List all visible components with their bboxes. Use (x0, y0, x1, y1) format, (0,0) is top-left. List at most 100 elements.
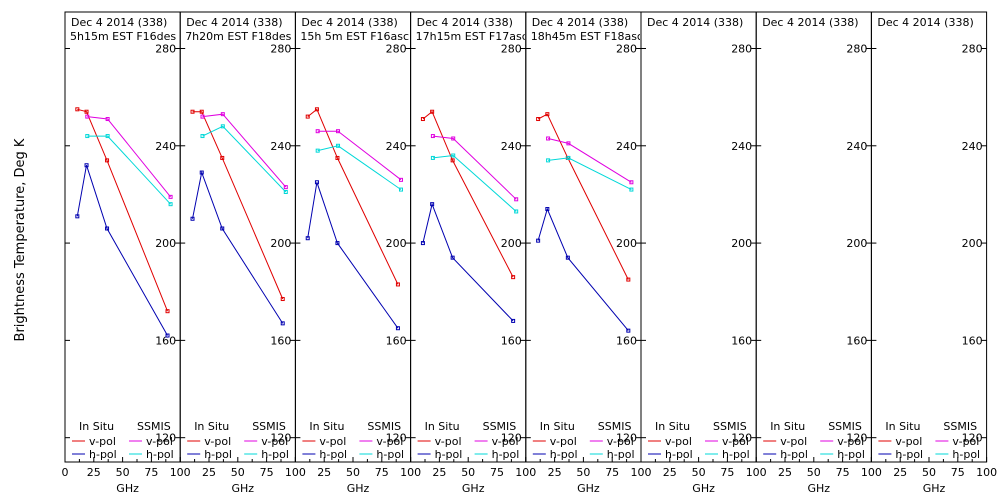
data-point (545, 207, 550, 212)
series-line (76, 165, 168, 336)
legend-label: v-pol (204, 435, 231, 448)
x-axis-label: GHz (808, 482, 831, 495)
series-line (307, 182, 399, 329)
data-point (85, 114, 90, 119)
y-tick-label: 160 (731, 334, 752, 347)
y-tick-label: 160 (846, 334, 867, 347)
y-tick-label: 240 (501, 140, 522, 153)
data-point (566, 141, 571, 146)
legend-label: h-pol (607, 448, 635, 461)
legend-label: v-pol (492, 435, 519, 448)
y-tick-label: 280 (962, 42, 983, 55)
data-point (190, 216, 195, 221)
y-tick-label: 280 (270, 42, 291, 55)
y-tick-label: 120 (731, 432, 752, 445)
data-point (626, 328, 631, 333)
panel-title-group: Dec 4 2014 (338) (647, 16, 743, 29)
data-point (430, 134, 435, 139)
y-tick-label: 160 (962, 334, 983, 347)
panel-title-group: Dec 4 2014 (338) (71, 16, 167, 29)
data-point (335, 241, 340, 246)
panel-3: Dec 4 2014 (338)15h 5m EST F16asc 120 160 2… (294, 11, 421, 495)
y-tick-label: 160 (386, 334, 407, 347)
legend-label: h-pol (665, 448, 693, 461)
data-point (220, 155, 225, 160)
x-tick-label: 100 (285, 466, 306, 479)
panel-title: Dec 4 2014 (338) (647, 16, 743, 29)
x-axis-label: GHz (692, 482, 715, 495)
panel-8: Dec 4 2014 (338) 120 160 200 240 280 25 50 75 100… (870, 11, 997, 495)
series-line (537, 113, 629, 280)
x-tick-label: 50 (461, 466, 475, 479)
x-tick-label: 25 (87, 466, 101, 479)
panel-7: Dec 4 2014 (338) 120 160 200 240 280 25 50 75 100… (755, 11, 882, 495)
data-point (336, 129, 341, 134)
legend-label: v-pol (607, 435, 634, 448)
data-point (75, 107, 80, 112)
data-point (420, 117, 425, 122)
y-tick-label: 120 (616, 432, 637, 445)
x-tick-label: 50 (231, 466, 245, 479)
data-point (200, 114, 205, 119)
legend-label: v-pol (550, 435, 577, 448)
series-line (202, 113, 287, 188)
x-tick-label: 100 (170, 466, 191, 479)
data-point (314, 180, 319, 185)
data-point (84, 109, 89, 114)
data-point (514, 197, 519, 202)
y-tick-label: 200 (846, 237, 867, 250)
x-tick-label: 75 (951, 466, 965, 479)
series-line (192, 170, 284, 324)
panel-title-group: Dec 4 2014 (338) (186, 16, 282, 29)
x-tick-label: 75 (260, 466, 274, 479)
x-tick-label: 100 (746, 466, 767, 479)
y-tick-label: 280 (846, 42, 867, 55)
panel-subtitle: 17h15m EST F17asc (416, 30, 528, 43)
panel-1: Dec 4 2014 (338)5h15m EST F16des 120 160 20… (62, 11, 191, 495)
data-point (199, 170, 204, 175)
y-tick-label: 160 (155, 334, 176, 347)
x-tick-label: 25 (548, 466, 562, 479)
legend-label: v-pol (319, 435, 346, 448)
x-tick-label: 100 (400, 466, 421, 479)
y-tick-label: 240 (386, 140, 407, 153)
legend-label: h-pol (319, 448, 347, 461)
legend-label: h-pol (780, 448, 808, 461)
x-tick-label: 0 (62, 466, 69, 479)
data-point (629, 187, 634, 192)
series-line (432, 154, 517, 212)
y-tick-label: 280 (616, 42, 637, 55)
data-point (315, 129, 320, 134)
y-tick-label: 120 (386, 432, 407, 445)
panel-4: Dec 4 2014 (338)17h15m EST F17asc 120 160 2… (410, 11, 536, 495)
y-tick-label: 120 (962, 432, 983, 445)
data-point (199, 109, 204, 114)
data-point (565, 255, 570, 260)
x-axis-label: GHz (232, 482, 255, 495)
y-tick-label: 160 (501, 334, 522, 347)
legend-ssmis-header: SSMIS (713, 420, 747, 433)
y-tick-label: 120 (155, 432, 176, 445)
data-point (105, 226, 110, 231)
x-axis-label: GHz (923, 482, 946, 495)
data-point (451, 136, 456, 141)
data-point (430, 202, 435, 207)
data-point (314, 107, 319, 112)
series-line (87, 116, 171, 198)
legend-label: v-pol (146, 435, 173, 448)
y-tick-label: 200 (386, 237, 407, 250)
panel-title: Dec 4 2014 (338) (417, 16, 513, 29)
y-tick-label: 240 (731, 140, 752, 153)
data-point (536, 117, 541, 122)
series-line (77, 108, 168, 312)
y-tick-label: 240 (962, 140, 983, 153)
series-line (307, 108, 399, 285)
legend-insitu-header: In Situ (885, 420, 920, 433)
y-tick-label: 280 (501, 42, 522, 55)
data-point (450, 255, 455, 260)
x-tick-label: 50 (692, 466, 706, 479)
y-tick-label: 160 (616, 334, 637, 347)
data-point (165, 309, 170, 314)
panel-5: Dec 4 2014 (338)18h45m EST F18asc 120 160 2… (525, 11, 652, 495)
x-tick-label: 75 (605, 466, 619, 479)
